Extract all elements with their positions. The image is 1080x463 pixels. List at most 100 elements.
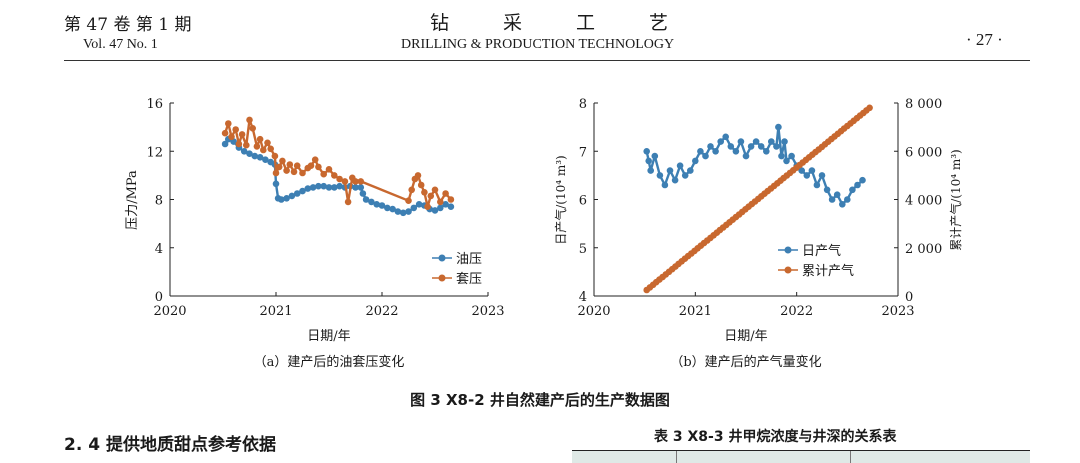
panel-b-series-0-point-21 (742, 152, 750, 160)
panel-a-series-1-point-35 (357, 178, 365, 185)
panel-a-series-0-point-38 (405, 208, 412, 215)
header-rule (64, 60, 1030, 61)
panel-a-series-0-point-14 (283, 195, 290, 202)
legend-daily-gas-marker (784, 246, 792, 254)
panel-b-series-0-point-6 (666, 167, 674, 174)
panel-a-series-1-point-16 (275, 163, 283, 171)
panel-b-series-0-point-9 (681, 172, 689, 179)
panel-a-series-0 (221, 135, 455, 217)
panel-a-series-1-point-22 (299, 169, 306, 177)
panel-b-ytick-label-4: 8 (579, 97, 587, 112)
panel-a-series-1-point-27 (320, 170, 328, 178)
panel-b-series-1-point-70 (866, 104, 873, 112)
panel-a-series-1-point-1 (225, 120, 232, 127)
panel-b-series-0-point-39 (823, 186, 831, 194)
panel-a-marks (221, 116, 455, 217)
panel-a-series-0-point-43 (431, 207, 439, 214)
panel-b-series-0-point-28 (775, 123, 782, 131)
panel-a-series-0-point-6 (251, 152, 259, 160)
panel-a-ytick-label-2: 8 (155, 194, 163, 209)
panel-a-xtick-label-3: 2023 (471, 304, 504, 319)
panel-b-series-0-point-29 (778, 152, 785, 160)
panel-b-series-0-point-4 (656, 172, 664, 179)
panel-a-series-1-point-13 (267, 145, 275, 153)
panel-a-series-1-point-18 (283, 167, 290, 174)
panel-b-series-0-point-43 (844, 196, 851, 203)
panel-a-series-1-point-36 (405, 197, 412, 204)
panel-a-series-1-point-19 (286, 161, 294, 168)
panel-b-series-1 (643, 104, 873, 294)
panel-a-series-1-point-25 (311, 156, 319, 163)
panel-b-series-0-point-18 (727, 143, 735, 150)
panel-a-series-1-point-3 (232, 126, 239, 133)
figure-title: 图 3 X8-2 井自然建产后的生产数据图 (410, 391, 670, 409)
panel-a-series-0-point-19 (309, 184, 317, 191)
page-number: · 27 · (966, 30, 1003, 49)
panel-a-series-1-point-24 (307, 162, 315, 169)
panel-b-series-0-point-15 (712, 148, 719, 155)
panel-b-xlabel: 日期/年 (724, 329, 767, 344)
panel-b-ytick-label-3: 7 (579, 145, 587, 160)
panel-a-series-0-point-11 (272, 180, 280, 188)
panel-b-series-0-point-11 (692, 157, 699, 165)
panel-b-series-0-point-27 (773, 143, 780, 150)
panel-a-series-0-point-18 (304, 185, 312, 192)
panel-a-series-1-point-41 (421, 189, 428, 196)
panel-b-series-0-point-12 (697, 148, 704, 155)
panel-b-series-0-point-40 (828, 196, 836, 203)
panel-b-series-0-point-44 (849, 186, 856, 194)
panel-a-series-1-point-12 (264, 139, 271, 147)
panel-a-series-1-point-11 (260, 146, 267, 154)
panel-a-series-1-point-9 (253, 143, 261, 150)
panel-b-series-0-point-31 (783, 157, 790, 165)
panel-b-xtick-label-3: 2023 (881, 304, 914, 319)
panel-a-series-0-point-7 (256, 154, 264, 161)
panel-b-series-0-point-30 (781, 138, 788, 145)
panel-a-series-1-point-8 (249, 125, 256, 132)
panel-b-series-0-point-1 (645, 157, 652, 165)
panel-a-series-0-point-35 (389, 205, 396, 213)
legend-cumulative-gas: 累计产气 (802, 263, 854, 279)
panel-b-axes: 2020 2021 2022 2023 4 5 6 7 8 0 2 000 4 000 6 000 8 0… (577, 97, 942, 319)
panel-a-series-0-point-44 (437, 204, 444, 212)
panel-b-y2tick-label-1: 2 000 (905, 242, 942, 257)
panel-b-series-0-point-41 (833, 191, 841, 198)
panel-a-series-0-point-16 (293, 190, 301, 197)
panel-a-series-0-point-13 (278, 196, 285, 203)
panel-b-series-0-point-38 (818, 172, 826, 179)
panel-a-ytick-label-1: 4 (155, 242, 163, 257)
panel-b-series-0-point-35 (803, 172, 811, 179)
panel-a-series-1-point-15 (272, 169, 280, 177)
panel-a-series-0-point-46 (447, 203, 455, 210)
panel-b-series-0-point-8 (676, 162, 684, 169)
legend-oil-pressure: 油压 (456, 252, 482, 267)
panel-a-ylabel: 压力/MPa (125, 170, 140, 230)
panel-b-series-0-point-20 (737, 138, 745, 145)
panel-a-series-0-point-33 (378, 202, 386, 209)
panel-a-series-1-point-37 (408, 186, 416, 194)
panel-a-series-1-point-0 (221, 129, 229, 137)
panel-b-series-0-point-14 (707, 143, 714, 150)
panel-b-series-0-point-24 (757, 143, 765, 150)
panel-a-series-0-point-5 (246, 150, 253, 157)
panel-a-series-0-point-4 (240, 148, 248, 155)
panel-b-series-0-point-36 (808, 167, 816, 174)
panel-a-series-0-point-0 (221, 140, 229, 148)
panel-b-ytick-label-1: 5 (579, 242, 587, 257)
panel-a-series-1-line (223, 118, 452, 208)
panel-a-ytick-label-4: 16 (146, 97, 163, 112)
panel-b-series-0-point-22 (747, 143, 755, 150)
panel-a-series-1-point-21 (293, 162, 301, 169)
panel-a-series-1-point-14 (271, 152, 279, 160)
panel-a-series-0-point-29 (359, 190, 367, 197)
panel-b-series-0-point-32 (788, 152, 795, 160)
panel-b-series-0-point-10 (687, 167, 694, 174)
panel-b-y2tick-label-2: 4 000 (905, 194, 942, 209)
panel-a-series-0-point-20 (315, 182, 322, 190)
table-title: 表 3 X8-3 井甲烷浓度与井深的关系表 (654, 429, 897, 445)
panel-b-series-0-point-3 (651, 152, 659, 160)
panel-b-y2tick-label-3: 6 000 (905, 145, 942, 160)
panel-a-series-1-point-31 (341, 178, 349, 185)
panel-a-series-1-point-39 (414, 172, 422, 179)
panel-b-y2tick-label-4: 8 000 (905, 97, 942, 112)
